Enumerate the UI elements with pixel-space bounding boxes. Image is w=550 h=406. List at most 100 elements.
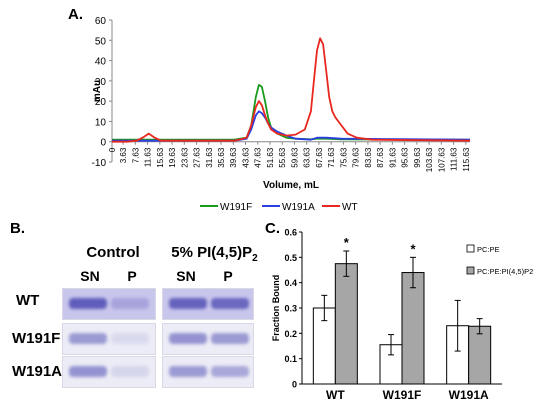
chrom-x-tick-label: 95.63 xyxy=(401,147,410,168)
bar-w191a-pc-pe xyxy=(446,325,470,385)
chrom-y-tick-label: 0 xyxy=(100,138,106,149)
gel-panel xyxy=(162,288,254,320)
chrom-x-tick-label: 107.63 xyxy=(437,147,446,172)
chrom-x-tick-label: 115.63 xyxy=(462,147,471,171)
chrom-x-tick-label: 79.63 xyxy=(352,147,361,168)
chrom-x-tick-label: 3.63 xyxy=(119,147,128,163)
chrom-y-tick-label: 10 xyxy=(95,117,107,128)
bar-y-tick-label: 0.1 xyxy=(284,354,297,364)
chrom-line-wt xyxy=(112,37,471,143)
significance-marker: * xyxy=(410,241,416,256)
chrom-y-tick-label: 30 xyxy=(95,77,107,88)
chrom-y-tick-label: 50 xyxy=(95,36,107,47)
gel-panel xyxy=(162,323,254,355)
bar-y-tick-label: 0.3 xyxy=(284,304,297,314)
bar-legend-swatch xyxy=(466,244,475,253)
bar-legend-label: PC:PE:PI(4,5)P2 xyxy=(477,267,533,276)
bar-legend-label: PC:PE xyxy=(477,245,500,254)
bar-w191a-pc-pe-pip2 xyxy=(468,325,492,385)
gel-band-wt-p xyxy=(111,298,149,309)
bar-x-tick-label: WT xyxy=(326,388,345,402)
gel-panel xyxy=(162,356,254,388)
chrom-x-tick-label: 91.63 xyxy=(388,147,397,168)
bar-y-tick-label: 0.5 xyxy=(284,253,297,263)
panel-label-b: B. xyxy=(10,220,25,237)
chrom-legend-label-wt: WT xyxy=(342,202,358,213)
bar-legend-swatch xyxy=(466,266,475,275)
chrom-x-tick-label: 27.63 xyxy=(193,147,202,168)
chrom-x-tick-label: 43.63 xyxy=(242,147,251,168)
chrom-y-tick-label: -10 xyxy=(92,158,107,169)
chrom-x-tick-label: 55.63 xyxy=(278,147,287,168)
gel-band-wt-sn xyxy=(169,298,207,309)
chrom-y-tick-label: 20 xyxy=(95,97,107,108)
gel-row-label-w191f: W191F xyxy=(12,330,61,347)
chrom-x-tick-label: 71.63 xyxy=(327,147,336,168)
chrom-x-tick-label: 7.63 xyxy=(131,147,140,163)
gel-title-control: Control xyxy=(86,244,140,261)
chrom-x-tick-label: 47.63 xyxy=(254,147,263,168)
gel-band-wt-p xyxy=(211,298,249,309)
gel-band-w191f-sn xyxy=(169,333,207,344)
gel-band-w191a-p xyxy=(111,366,149,377)
panel-label-c: C. xyxy=(265,220,280,237)
bar-y-tick-label: 0.4 xyxy=(284,278,297,288)
gel-band-w191a-sn xyxy=(169,366,207,377)
chrom-x-tick-label: 83.63 xyxy=(364,147,373,168)
bar-w191f-pc-pe-pip2 xyxy=(401,272,425,385)
lane-label-p-pip2: P xyxy=(223,268,233,284)
gel-band-w191f-p xyxy=(111,333,149,344)
chrom-x-tick-label: 15.63 xyxy=(156,147,165,168)
bar-y-tick-label: 0 xyxy=(292,380,297,390)
bar-y-tick-label: 0.2 xyxy=(284,329,297,339)
chrom-x-tick-label: 63.63 xyxy=(303,147,312,168)
chrom-x-tick-label: 0 xyxy=(108,147,117,152)
chrom-x-tick-label: 87.63 xyxy=(376,147,385,168)
chrom-y-axis-title: mAu xyxy=(92,80,103,102)
gel-title-pip2: 5% PI(4,5)P2 xyxy=(171,244,258,264)
gel-panel xyxy=(62,356,156,388)
chrom-x-tick-label: 11.63 xyxy=(144,147,153,167)
gel-row-label-w191a: W191A xyxy=(12,363,63,380)
gel-band-w191f-sn xyxy=(69,333,107,344)
chrom-legend-label-w191f: W191F xyxy=(220,202,252,213)
gel-panel xyxy=(62,288,156,320)
chrom-x-tick-label: 67.63 xyxy=(315,147,324,168)
bar-y-axis-title: Fraction Bound xyxy=(271,275,281,342)
chrom-x-tick-label: 103.63 xyxy=(425,147,434,172)
chrom-x-tick-label: 31.63 xyxy=(205,147,214,168)
chrom-x-tick-label: 59.63 xyxy=(290,147,299,168)
panel-label-a: A. xyxy=(68,6,83,23)
chrom-legend-label-w191a: W191A xyxy=(282,202,315,213)
gel-band-wt-sn xyxy=(69,298,107,309)
chrom-y-tick-label: 40 xyxy=(95,57,107,68)
significance-marker: * xyxy=(344,235,350,250)
chrom-x-tick-label: 99.63 xyxy=(413,147,422,168)
gel-row-label-wt: WT xyxy=(16,292,40,309)
chrom-x-tick-label: 39.63 xyxy=(229,147,238,168)
lane-label-p-control: P xyxy=(127,268,137,284)
chrom-x-tick-label: 35.63 xyxy=(217,147,226,168)
chrom-x-tick-label: 23.63 xyxy=(180,147,189,168)
chrom-y-tick-label: 60 xyxy=(95,16,107,27)
lane-label-sn-control: SN xyxy=(80,268,100,284)
chrom-x-tick-label: 75.63 xyxy=(339,147,348,168)
lane-label-sn-pip2: SN xyxy=(176,268,196,284)
bar-wt-pc-pe xyxy=(312,307,336,385)
chrom-line-w191a xyxy=(112,110,471,142)
gel-panel xyxy=(62,323,156,355)
chrom-x-tick-label: 51.63 xyxy=(266,147,275,168)
chrom-x-tick-label: 19.63 xyxy=(168,147,177,168)
bar-w191f-pc-pe xyxy=(379,344,403,385)
chrom-line-w191f xyxy=(112,84,471,141)
bar-wt-pc-pe-pip2 xyxy=(334,263,358,385)
bar-y-tick-label: 0.6 xyxy=(284,228,297,238)
gel-band-w191f-p xyxy=(211,333,249,344)
gel-band-w191a-sn xyxy=(69,366,107,377)
bar-x-tick-label: W191F xyxy=(383,388,422,402)
gel-band-w191a-p xyxy=(211,366,249,377)
chrom-x-axis-title: Volume, mL xyxy=(263,180,319,191)
chrom-x-tick-label: 111.63 xyxy=(450,147,459,171)
bar-x-tick-label: W191A xyxy=(449,388,489,402)
